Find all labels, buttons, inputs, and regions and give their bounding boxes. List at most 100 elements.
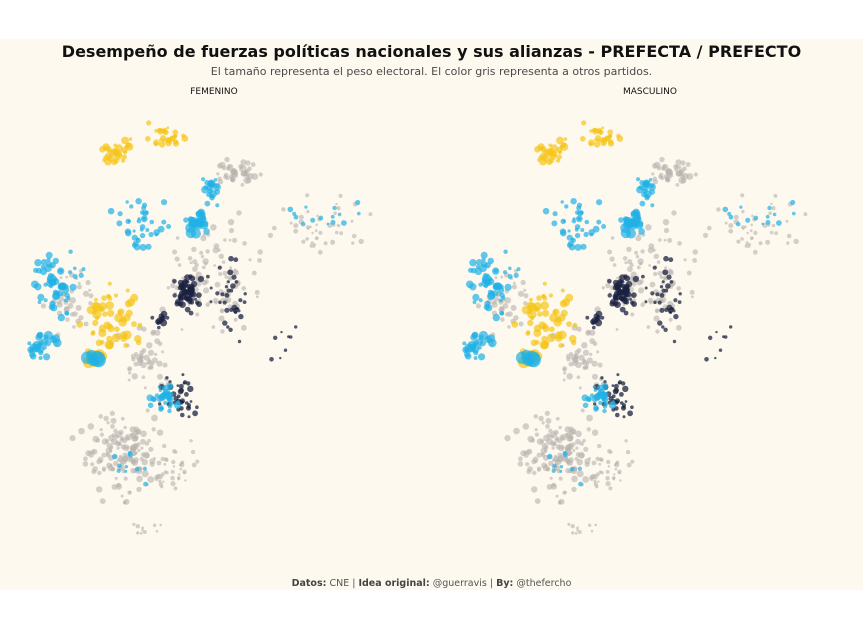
data-point-navy bbox=[172, 279, 177, 284]
data-point-grey bbox=[576, 348, 582, 353]
data-point-navy bbox=[672, 339, 677, 344]
data-point-grey bbox=[228, 227, 235, 234]
data-point-grey bbox=[191, 462, 197, 468]
data-point-grey bbox=[579, 441, 585, 446]
data-point-grey bbox=[293, 223, 299, 229]
data-point-navy bbox=[622, 405, 626, 409]
data-point-grey bbox=[553, 429, 559, 435]
data-point-yellow bbox=[539, 340, 549, 350]
data-point-blue bbox=[69, 283, 77, 291]
data-point-grey bbox=[131, 357, 136, 362]
data-point-blue bbox=[326, 222, 330, 226]
data-point-grey bbox=[585, 361, 590, 366]
data-point-grey bbox=[552, 441, 557, 447]
data-point-yellow bbox=[536, 295, 542, 301]
data-point-blue bbox=[586, 397, 592, 402]
data-point-grey bbox=[141, 526, 145, 530]
data-point-blue bbox=[568, 243, 576, 251]
data-point-grey bbox=[659, 275, 664, 279]
data-point-yellow bbox=[511, 320, 519, 328]
data-point-yellow bbox=[172, 129, 178, 135]
data-point-navy bbox=[611, 394, 616, 399]
data-point-grey bbox=[111, 438, 118, 445]
data-point-grey bbox=[350, 219, 354, 223]
data-point-grey bbox=[58, 296, 65, 302]
data-point-yellow bbox=[557, 330, 567, 340]
data-point-blue bbox=[41, 259, 48, 266]
data-point-grey bbox=[272, 225, 277, 231]
data-point-yellow bbox=[588, 139, 595, 146]
data-point-grey bbox=[242, 165, 247, 170]
data-point-blue bbox=[140, 215, 148, 223]
data-point-yellow bbox=[103, 146, 108, 151]
data-point-grey bbox=[593, 482, 599, 487]
data-point-blue bbox=[124, 228, 131, 235]
data-point-blue bbox=[204, 200, 211, 207]
data-point-blue bbox=[576, 202, 583, 208]
data-point-grey bbox=[520, 279, 526, 286]
data-point-grey bbox=[170, 481, 176, 487]
data-point-blue bbox=[200, 221, 209, 230]
data-point-grey bbox=[218, 315, 225, 322]
data-point-blue bbox=[593, 404, 599, 411]
data-point-blue bbox=[559, 465, 564, 469]
data-point-grey bbox=[589, 338, 596, 344]
data-point-yellow bbox=[107, 309, 115, 317]
data-point-blue bbox=[592, 225, 600, 233]
data-point-grey bbox=[151, 427, 156, 432]
data-point-grey bbox=[368, 212, 373, 217]
data-point-grey bbox=[675, 183, 680, 187]
data-point-blue bbox=[193, 222, 199, 229]
data-point-grey bbox=[156, 429, 164, 436]
data-point-grey bbox=[591, 360, 598, 367]
data-point-navy bbox=[192, 410, 199, 417]
data-point-yellow bbox=[580, 136, 586, 142]
data-point-grey bbox=[662, 276, 667, 281]
data-point-yellow bbox=[534, 340, 540, 345]
data-point-grey bbox=[123, 501, 127, 505]
data-point-blue bbox=[601, 224, 607, 229]
data-point-grey bbox=[662, 164, 667, 169]
data-point-grey bbox=[589, 352, 593, 356]
data-point-grey bbox=[136, 442, 141, 447]
data-point-grey bbox=[144, 441, 150, 446]
data-point-navy bbox=[217, 265, 222, 270]
data-point-grey bbox=[99, 498, 106, 504]
data-point-grey bbox=[601, 286, 605, 290]
data-point-grey bbox=[565, 444, 572, 451]
data-point-grey bbox=[675, 170, 682, 177]
data-point-navy bbox=[197, 276, 204, 283]
data-point-blue bbox=[141, 202, 148, 208]
data-point-blue bbox=[330, 219, 336, 225]
data-point-grey bbox=[577, 451, 585, 459]
data-point-grey bbox=[500, 275, 504, 279]
data-point-blue bbox=[559, 469, 563, 473]
data-point-grey bbox=[200, 254, 205, 259]
data-point-grey bbox=[637, 258, 644, 265]
data-point-grey bbox=[564, 432, 569, 437]
data-point-grey bbox=[333, 211, 337, 216]
data-point-yellow bbox=[566, 321, 572, 327]
data-point-navy bbox=[238, 298, 243, 303]
data-point-grey bbox=[203, 287, 210, 294]
data-point-grey bbox=[640, 302, 645, 308]
data-point-grey bbox=[680, 174, 686, 179]
data-point-grey bbox=[653, 253, 659, 259]
data-point-navy bbox=[181, 280, 188, 287]
data-point-blue bbox=[133, 243, 141, 251]
data-point-grey bbox=[657, 270, 663, 276]
data-point-grey bbox=[99, 432, 104, 437]
data-point-navy bbox=[664, 307, 669, 312]
data-point-grey bbox=[132, 522, 136, 527]
data-point-grey bbox=[245, 160, 251, 166]
data-point-blue bbox=[583, 231, 589, 238]
data-point-blue bbox=[575, 215, 583, 223]
data-point-grey bbox=[153, 457, 156, 460]
data-point-grey bbox=[310, 241, 314, 245]
data-point-blue bbox=[163, 400, 168, 405]
data-point-grey bbox=[753, 230, 758, 235]
data-point-navy bbox=[218, 300, 222, 305]
data-point-blue bbox=[43, 298, 48, 303]
data-point-grey bbox=[227, 164, 232, 169]
data-point-yellow bbox=[548, 293, 554, 298]
